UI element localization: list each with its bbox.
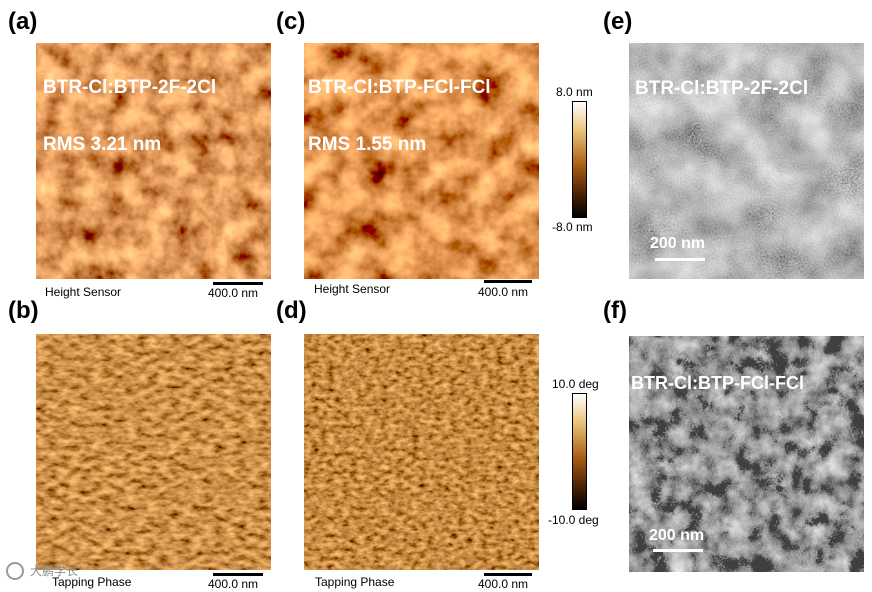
panel-label-d: (d) (276, 297, 307, 324)
scalebar-c (484, 280, 532, 283)
scalebar-a (213, 282, 263, 285)
caption-a: Height Sensor (45, 285, 122, 299)
caption-d: Tapping Phase (315, 575, 395, 589)
phase-colorbar-min: -10.0 deg (548, 513, 599, 527)
sample-label-f: BTR-Cl:BTP-FCl-FCl (631, 373, 804, 393)
tem-image-e: BTR-Cl:BTP-2F-2Cl 200 nm (629, 43, 864, 279)
scale-label-b: 400.0 nm (208, 577, 259, 591)
afm-phase-image-b (36, 334, 271, 570)
panel-label-e: (e) (603, 8, 633, 35)
scale-label-c: 400.0 nm (478, 285, 529, 299)
sample-label-c: BTR-Cl:BTP-FCl-FCl (308, 77, 491, 98)
caption-c: Height Sensor (314, 282, 391, 296)
scale-label-a: 400.0 nm (208, 286, 259, 300)
phase-colorbar (572, 393, 587, 510)
scale-label-f: 200 nm (649, 527, 705, 544)
watermark-logo-icon (6, 562, 24, 580)
scalebar-b (213, 573, 263, 576)
panel-label-c: (c) (276, 8, 306, 35)
afm-height-image-a: BTR-Cl:BTP-2F-2Cl RMS 3.21 nm (36, 43, 271, 279)
height-colorbar-max: 8.0 nm (556, 85, 593, 99)
rms-label-c: RMS 1.55 nm (308, 134, 427, 155)
rms-label-a: RMS 3.21 nm (43, 134, 162, 155)
scalebar-d (484, 573, 532, 576)
panel-label-b: (b) (8, 297, 39, 324)
height-colorbar (572, 101, 587, 218)
sample-label-a: BTR-Cl:BTP-2F-2Cl (43, 77, 217, 98)
scale-label-e: 200 nm (650, 235, 706, 252)
tem-image-f: BTR-Cl:BTP-FCl-FCl 200 nm (629, 336, 864, 572)
panel-label-a: (a) (8, 8, 38, 35)
watermark-text: 大鹏学长 (30, 564, 79, 578)
sample-label-e: BTR-Cl:BTP-2F-2Cl (635, 78, 809, 99)
afm-height-image-c: BTR-Cl:BTP-FCl-FCl RMS 1.55 nm (304, 43, 539, 279)
scale-label-d: 400.0 nm (478, 577, 529, 591)
afm-phase-image-d (304, 334, 539, 570)
panel-label-f: (f) (603, 297, 627, 324)
scalebar-f (653, 549, 703, 552)
scalebar-e (655, 258, 705, 261)
caption-b: Tapping Phase (52, 575, 132, 589)
phase-colorbar-max: 10.0 deg (552, 377, 599, 391)
height-colorbar-min: -8.0 nm (552, 220, 593, 234)
